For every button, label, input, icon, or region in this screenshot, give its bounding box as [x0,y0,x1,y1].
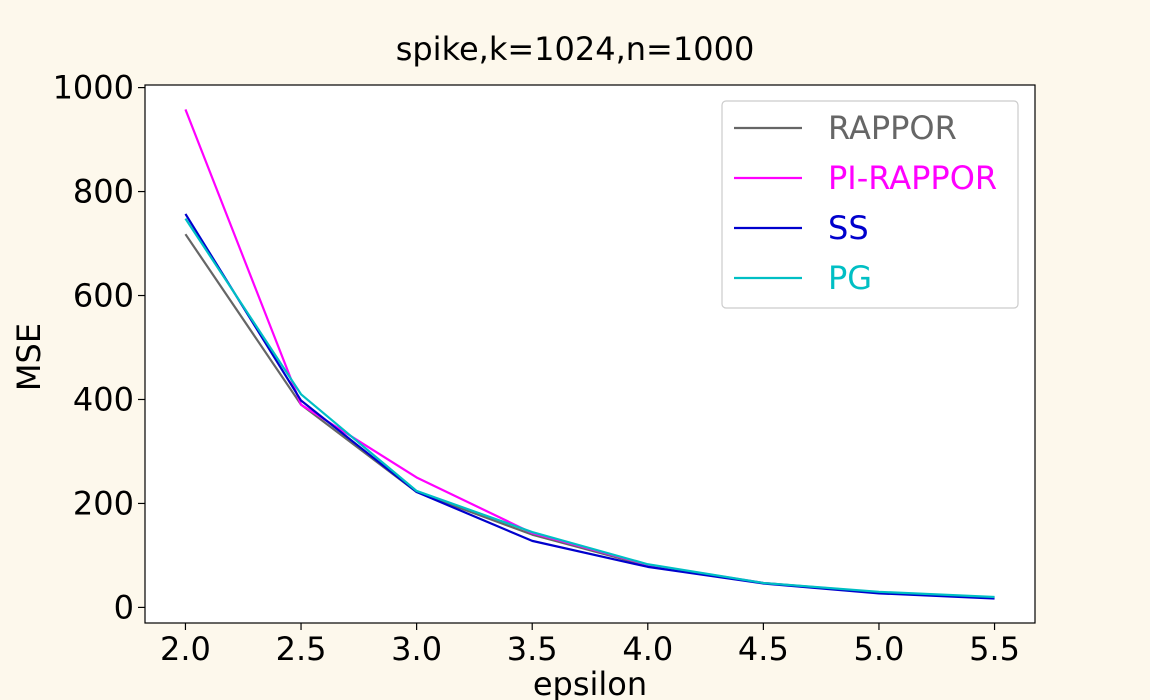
y-tick-label: 1000 [53,69,134,107]
legend-label: PI-RAPPOR [828,159,997,197]
legend-label: SS [828,209,869,247]
y-axis: 0 200 400 600 800 1000 [53,69,145,626]
x-axis-label: epsilon [533,665,647,700]
legend: RAPPOR PI-RAPPOR SS PG [721,100,1019,309]
series-lines [184,109,995,600]
x-tick-label: 2.5 [276,630,327,668]
x-tick-label: 2.0 [160,630,211,668]
y-tick-label: 400 [73,380,134,418]
legend-box [721,100,1019,309]
x-tick-label: 5.5 [969,630,1020,668]
x-tick-label: 4.5 [738,630,789,668]
legend-label: PG [828,259,872,297]
series-line-pg [184,217,995,599]
series-line-ss [184,213,995,600]
y-axis-label: MSE [10,323,48,391]
x-axis: 2.0 2.5 3.0 3.5 4.0 4.5 5.0 5.5 [160,623,1020,668]
x-tick-label: 3.0 [391,630,442,668]
x-tick-label: 4.0 [622,630,673,668]
x-tick-label: 3.5 [507,630,558,668]
legend-label: RAPPOR [828,109,957,147]
y-tick-label: 200 [73,484,134,522]
y-tick-label: 0 [114,588,134,626]
x-tick-label: 5.0 [854,630,905,668]
chart-title: spike,k=1024,n=1000 [396,30,755,68]
legend-entries: RAPPOR PI-RAPPOR SS PG [734,109,997,297]
y-tick-label: 800 [73,173,134,211]
y-tick-label: 600 [73,277,134,315]
